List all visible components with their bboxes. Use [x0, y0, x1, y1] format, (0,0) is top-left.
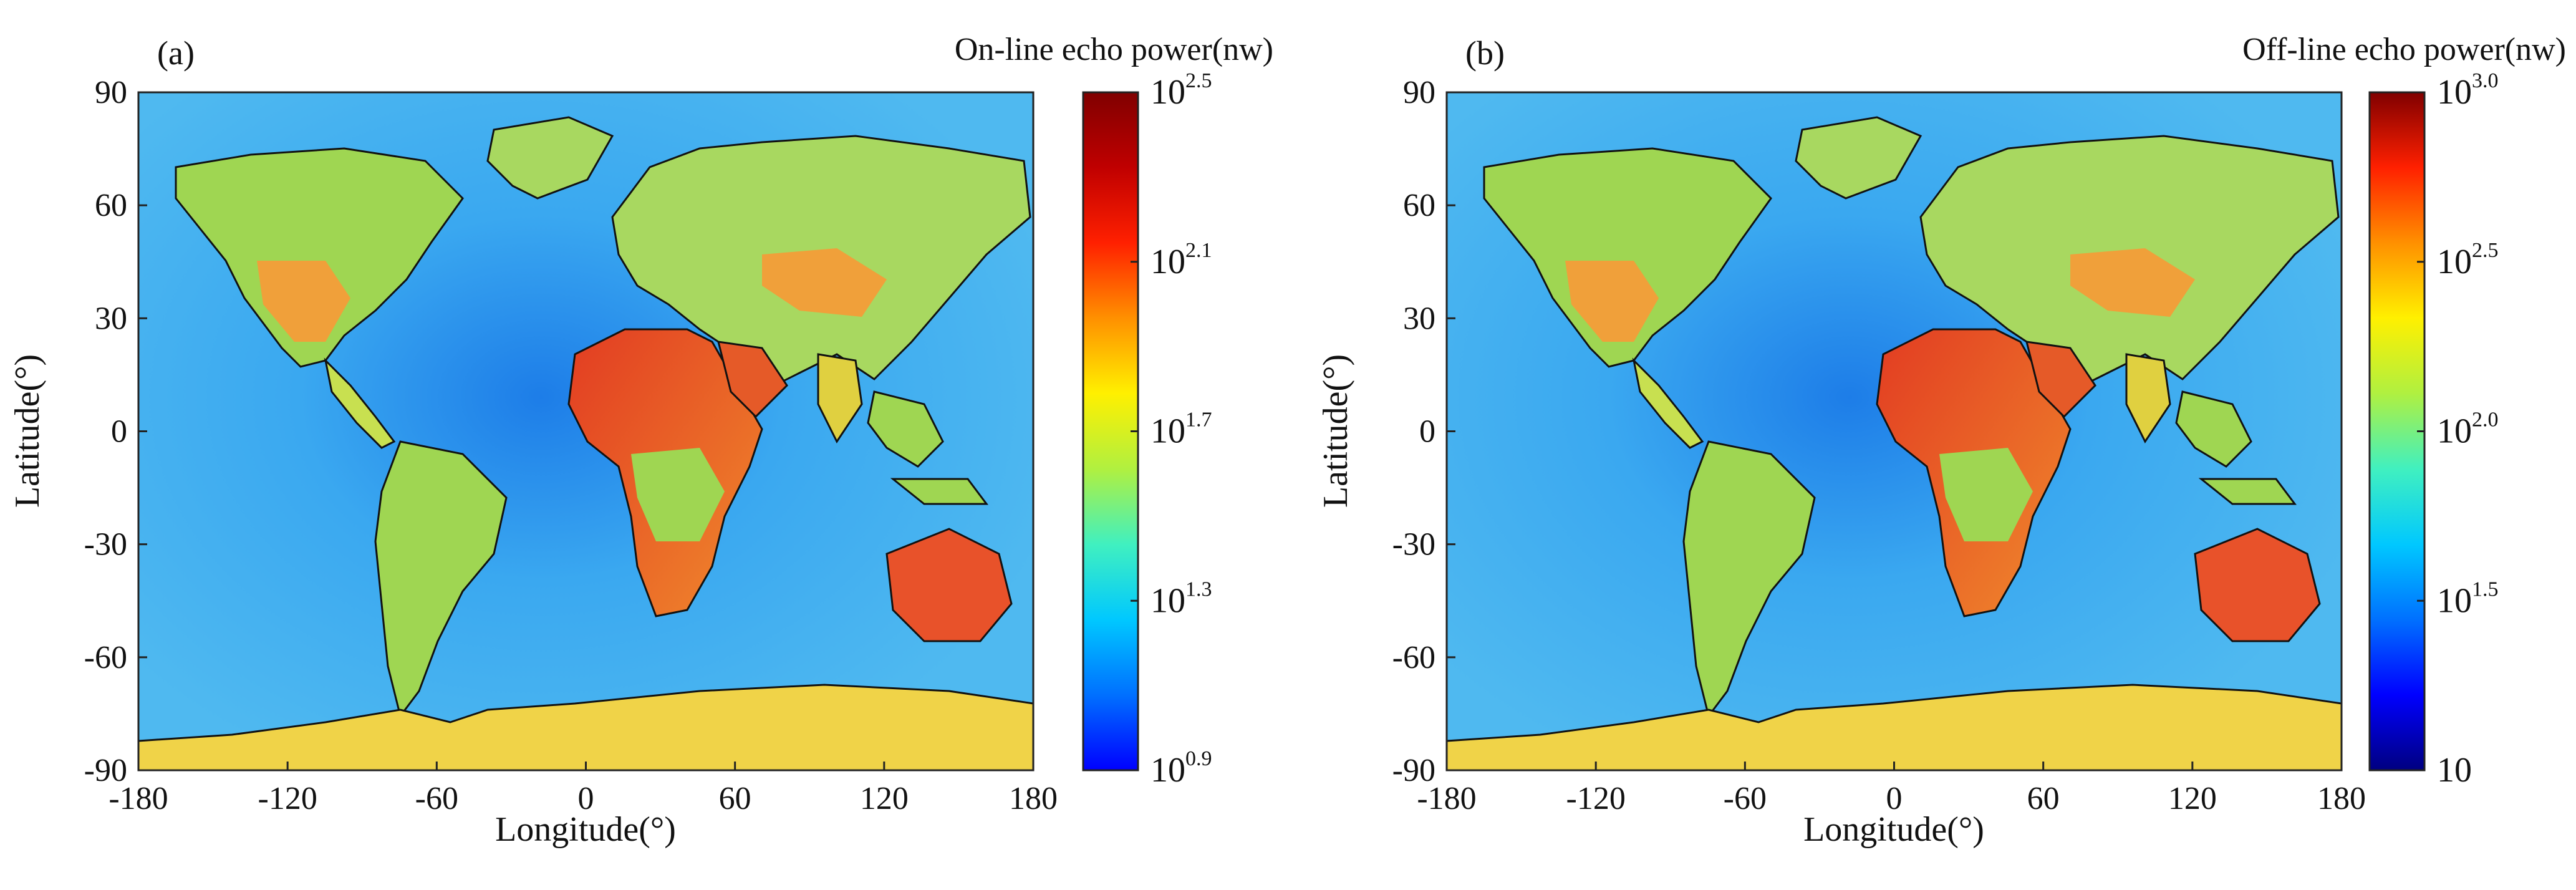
- y-tick-label: 90: [1403, 75, 1435, 110]
- colorbar-tick-label: 102.0: [2437, 409, 2499, 451]
- x-tick-label: 120: [860, 781, 909, 816]
- colorbar-tick-label: 102.1: [1151, 239, 1212, 281]
- landmass-indonesia: [890, 478, 988, 505]
- panel-b: -180 -120 -60 0 60 120 180 90 60 30 0 -30 -60 -90 (b…: [1316, 32, 2566, 849]
- x-tick-label: 180: [1009, 781, 1058, 816]
- y-tick-label: 0: [111, 414, 127, 450]
- x-tick-label: 60: [719, 781, 751, 816]
- colorbar-gradient: [1082, 91, 1139, 771]
- y-tick-label: 90: [95, 75, 127, 110]
- colorbar-title: On-line echo power(nw): [955, 32, 1273, 67]
- colorbar-title: Off-line echo power(nw): [2242, 32, 2566, 67]
- y-axis-ticks: 90 60 30 0 -30 -60 -90: [84, 75, 147, 788]
- colorbar-tick-label: 101.3: [1151, 578, 1212, 620]
- colorbar: 102.5 102.1 101.7 101.3 100.9: [1082, 69, 1212, 790]
- panel-a: -180 -120 -60 0 60 120 180 90 60 30 0 -30 -60 -90 (a…: [8, 32, 1273, 849]
- colorbar-tick-label: 100.9: [1151, 747, 1212, 790]
- x-tick-label: 0: [578, 781, 594, 816]
- landmass-india: [817, 353, 863, 443]
- landmass-greenland: [1795, 116, 1922, 200]
- landmass-central-america: [1632, 357, 1704, 449]
- landmass-arabia: [717, 341, 788, 418]
- y-tick-label: -60: [84, 640, 127, 675]
- landmass-greenland: [486, 116, 614, 200]
- landmass-indonesia: [2198, 478, 2297, 505]
- y-tick-label: 60: [95, 188, 127, 223]
- landmass-south-america: [1682, 440, 1816, 718]
- x-tick-label: 0: [1886, 781, 1903, 816]
- y-tick-label: -90: [84, 753, 127, 788]
- landmass-southeast-asia: [2175, 390, 2252, 468]
- panel-label: (a): [157, 34, 195, 72]
- x-tick-label: 60: [2027, 781, 2060, 816]
- x-tick-label: 180: [2317, 781, 2366, 816]
- y-axis-ticks: 90 60 30 0 -30 -60 -90: [1392, 75, 1455, 788]
- region-north-america-west: [1565, 261, 1659, 342]
- region-north-america-west: [257, 261, 350, 342]
- landmasses: [1445, 116, 2343, 771]
- y-tick-label: 0: [1419, 414, 1435, 450]
- y-tick-label: -30: [1392, 527, 1435, 563]
- landmass-southeast-asia: [867, 390, 944, 468]
- y-tick-label: 30: [1403, 301, 1435, 336]
- y-tick-label: 60: [1403, 188, 1435, 223]
- region-central-africa: [1939, 448, 2033, 541]
- landmass-arabia: [2025, 341, 2096, 418]
- colorbar-gradient: [2368, 91, 2426, 771]
- landmasses: [137, 116, 1035, 771]
- y-tick-label: -30: [84, 527, 127, 563]
- landmass-south-america: [374, 440, 508, 718]
- x-tick-label: -180: [109, 781, 168, 816]
- y-axis-label: Latitude(°): [1316, 354, 1355, 508]
- region-central-africa: [631, 448, 725, 541]
- colorbar-tick-label: 101.7: [1151, 409, 1212, 451]
- y-tick-label: -60: [1392, 640, 1435, 675]
- region-central-asia: [2070, 248, 2195, 317]
- colorbar-tick-label: 102.5: [2437, 239, 2499, 281]
- map-a: [137, 91, 1035, 771]
- region-central-asia: [762, 248, 887, 317]
- landmass-central-america: [324, 357, 396, 449]
- y-axis-label: Latitude(°): [8, 354, 47, 508]
- y-tick-label: -90: [1392, 753, 1435, 788]
- x-axis-ticks: -180 -120 -60 0 60 120 180: [1417, 762, 2366, 816]
- colorbar-tick-label: 102.5: [1151, 69, 1212, 112]
- x-tick-label: -120: [1566, 781, 1626, 816]
- x-tick-label: -180: [1417, 781, 1476, 816]
- x-axis-ticks: -180 -120 -60 0 60 120 180: [109, 762, 1058, 816]
- x-axis-label: Longitude(°): [495, 810, 676, 849]
- x-axis-label: Longitude(°): [1803, 810, 1984, 849]
- landmass-australia: [885, 528, 1013, 642]
- x-tick-label: 120: [2168, 781, 2217, 816]
- colorbar-tick-label: 101.5: [2437, 578, 2499, 620]
- x-tick-label: -60: [415, 781, 458, 816]
- y-tick-label: 30: [95, 301, 127, 336]
- colorbar-tick-label: 103.0: [2437, 69, 2499, 112]
- colorbar-tick-label: 10: [2437, 751, 2472, 790]
- x-tick-label: -120: [258, 781, 317, 816]
- x-tick-label: -60: [1724, 781, 1767, 816]
- landmass-india: [2125, 353, 2171, 443]
- landmass-north-america: [1483, 147, 1772, 368]
- panel-label: (b): [1465, 34, 1505, 72]
- landmass-north-america: [175, 147, 464, 368]
- landmass-australia: [2194, 528, 2321, 642]
- colorbar: 103.0 102.5 102.0 101.5 10: [2368, 69, 2499, 790]
- map-b: [1445, 91, 2343, 771]
